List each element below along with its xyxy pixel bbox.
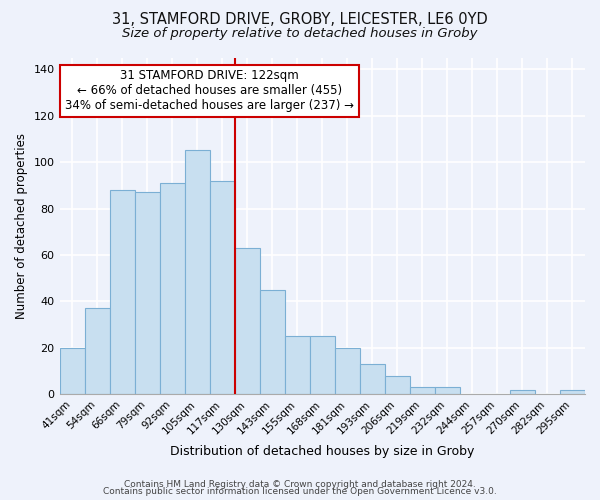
Bar bbox=[560, 390, 585, 394]
Bar bbox=[310, 336, 335, 394]
Bar bbox=[360, 364, 385, 394]
X-axis label: Distribution of detached houses by size in Groby: Distribution of detached houses by size … bbox=[170, 444, 475, 458]
Bar bbox=[260, 290, 285, 395]
Bar bbox=[235, 248, 260, 394]
Text: 31 STAMFORD DRIVE: 122sqm
← 66% of detached houses are smaller (455)
34% of semi: 31 STAMFORD DRIVE: 122sqm ← 66% of detac… bbox=[65, 70, 354, 112]
Bar bbox=[285, 336, 310, 394]
Bar bbox=[59, 348, 85, 395]
Y-axis label: Number of detached properties: Number of detached properties bbox=[15, 133, 28, 319]
Bar bbox=[209, 180, 235, 394]
Text: Contains public sector information licensed under the Open Government Licence v3: Contains public sector information licen… bbox=[103, 488, 497, 496]
Bar bbox=[134, 192, 160, 394]
Text: 31, STAMFORD DRIVE, GROBY, LEICESTER, LE6 0YD: 31, STAMFORD DRIVE, GROBY, LEICESTER, LE… bbox=[112, 12, 488, 28]
Bar bbox=[510, 390, 535, 394]
Bar bbox=[85, 308, 110, 394]
Bar bbox=[335, 348, 360, 395]
Bar bbox=[410, 388, 435, 394]
Bar bbox=[160, 183, 185, 394]
Text: Contains HM Land Registry data © Crown copyright and database right 2024.: Contains HM Land Registry data © Crown c… bbox=[124, 480, 476, 489]
Bar bbox=[185, 150, 209, 394]
Bar bbox=[385, 376, 410, 394]
Bar bbox=[110, 190, 134, 394]
Bar bbox=[435, 388, 460, 394]
Text: Size of property relative to detached houses in Groby: Size of property relative to detached ho… bbox=[122, 28, 478, 40]
